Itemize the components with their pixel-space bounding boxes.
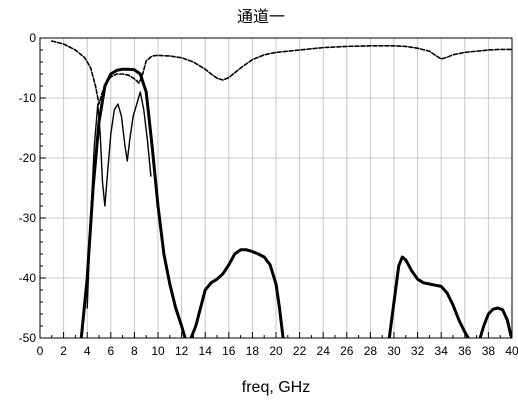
x-tick-label: 6 (107, 344, 114, 358)
x-tick-label: 12 (175, 344, 189, 358)
x-tick-label: 20 (269, 344, 283, 358)
series-line-solid-thick (387, 255, 470, 338)
x-tick-label: 10 (151, 344, 165, 358)
x-tick-label: 24 (317, 344, 331, 358)
x-axis-label: freq, GHz (242, 379, 310, 396)
series-layer (51, 40, 512, 338)
y-tick-label: -20 (19, 151, 37, 165)
series-line-solid-thick (189, 248, 285, 338)
x-tick-label: 22 (293, 344, 307, 358)
axes (39, 37, 513, 339)
y-tick-label: 0 (29, 31, 36, 45)
series-line-solid-thin (86, 91, 152, 309)
y-tick-label: -50 (19, 331, 37, 345)
series-line-dashed (51, 40, 512, 105)
y-tick-label: -40 (19, 271, 37, 285)
x-tick-label: 0 (37, 344, 44, 358)
x-tick-label: 16 (222, 344, 236, 358)
x-tick-label: 8 (131, 344, 138, 358)
x-tick-label: 28 (364, 344, 378, 358)
x-tick-label: 40 (505, 344, 518, 358)
x-tick-label: 32 (411, 344, 425, 358)
grid (40, 38, 512, 338)
x-tick-label: 18 (246, 344, 260, 358)
chart-title: 通道一 (237, 7, 285, 26)
x-tick-label: 4 (84, 344, 91, 358)
x-tick-label: 36 (458, 344, 472, 358)
y-tick-label: -10 (19, 91, 37, 105)
x-tick-label: 26 (340, 344, 354, 358)
x-tick-label: 34 (435, 344, 449, 358)
x-tick-label: 2 (60, 344, 67, 358)
series-line-solid-thick (478, 306, 512, 338)
x-tick-labels: 0 2 4 6 8 10 12 14 16 18 20 22 24 26 28 30 32 34 36 38 40 (37, 344, 518, 358)
x-tick-label: 38 (482, 344, 496, 358)
x-tick-label: 30 (387, 344, 401, 358)
x-tick-label: 14 (199, 344, 213, 358)
y-tick-label: -30 (19, 211, 37, 225)
y-tick-labels: 0 -10 -20 -30 -40 -50 (19, 31, 37, 345)
